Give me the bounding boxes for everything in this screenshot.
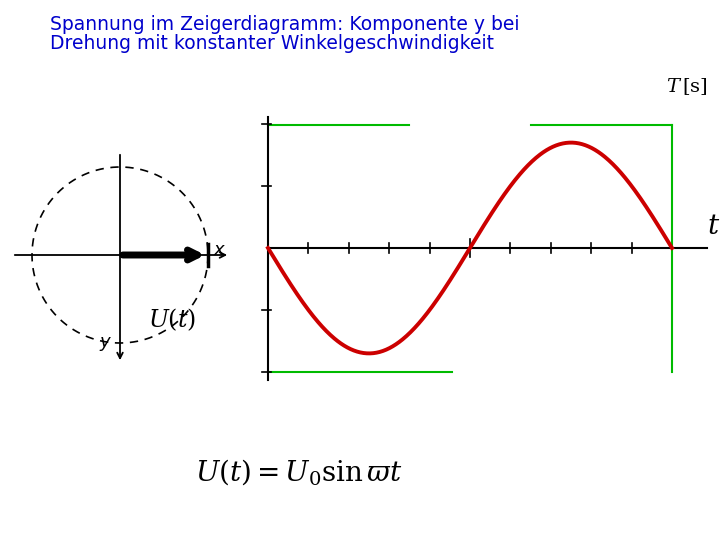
Text: $x$: $x$: [213, 241, 226, 259]
Text: Drehung mit konstanter Winkelgeschwindigkeit: Drehung mit konstanter Winkelgeschwindig…: [50, 34, 494, 53]
Text: $T\,[\mathrm{s}]$: $T\,[\mathrm{s}]$: [666, 77, 708, 97]
Text: Spannung im Zeigerdiagramm: Komponente y bei: Spannung im Zeigerdiagramm: Komponente y…: [50, 15, 520, 34]
Text: $t$: $t$: [708, 212, 720, 240]
Text: $y$: $y$: [99, 335, 112, 353]
Text: $U(t)$: $U(t)$: [148, 306, 196, 333]
Text: $U(t) = U_0 \sin \varpi t$: $U(t) = U_0 \sin \varpi t$: [195, 457, 402, 487]
